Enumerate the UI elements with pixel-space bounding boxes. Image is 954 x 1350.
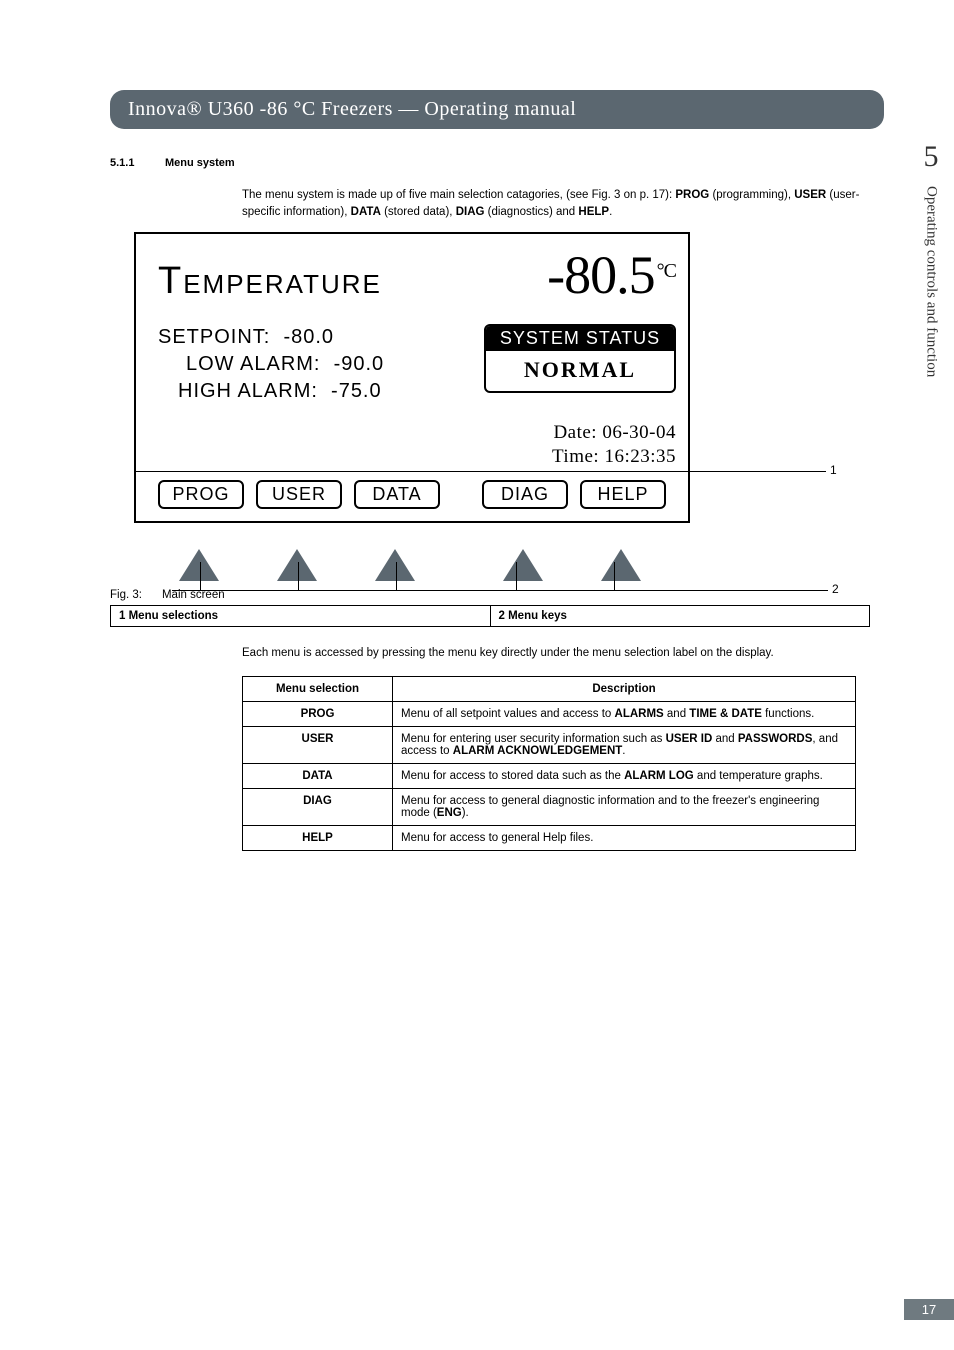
table-cell-menu: HELP: [243, 825, 393, 850]
table-cell-desc: Menu for access to stored data such as t…: [393, 763, 856, 788]
table-cell-menu: DIAG: [243, 788, 393, 825]
legend-table: 1 Menu selections 2 Menu keys: [110, 605, 870, 627]
table-row: DATAMenu for access to stored data such …: [243, 763, 856, 788]
table-row: DIAGMenu for access to general diagnosti…: [243, 788, 856, 825]
low-alarm-line: LOW ALARM: -90.0: [158, 351, 384, 378]
legend-cell-2: 2 Menu keys: [490, 605, 870, 626]
section-number: 5.1.1: [110, 157, 165, 169]
status-head: SYSTEM STATUS: [486, 326, 674, 351]
menu-key-data[interactable]: [352, 547, 438, 583]
status-box: SYSTEM STATUS NORMAL: [484, 324, 676, 393]
table-row: HELPMenu for access to general Help file…: [243, 825, 856, 850]
menu-key-prog[interactable]: [156, 547, 242, 583]
callout-line-1: [690, 471, 826, 472]
table-head-description: Description: [393, 676, 856, 701]
callout-line-2: [172, 590, 828, 591]
table-cell-desc: Menu for access to general diagnostic in…: [393, 788, 856, 825]
table-cell-desc: Menu of all setpoint values and access t…: [393, 701, 856, 726]
callout-1: 1: [830, 463, 837, 477]
device-screen: TEMPERATURE -80.5°C SETPOINT: -80.0 LOW …: [134, 232, 690, 523]
page-number: 17: [904, 1299, 954, 1320]
figure-main-screen: TEMPERATURE -80.5°C SETPOINT: -80.0 LOW …: [110, 232, 884, 583]
menu-key-row: [156, 547, 884, 583]
menu-data-button[interactable]: DATA: [354, 480, 440, 509]
menu-description-table: Menu selection Description PROGMenu of a…: [242, 676, 856, 851]
menu-diag-button[interactable]: DIAG: [482, 480, 568, 509]
date-line: Date: 06-30-04: [158, 421, 676, 445]
temperature-value: -80.5°C: [547, 244, 676, 306]
menu-user-button[interactable]: USER: [256, 480, 342, 509]
menu-help-button[interactable]: HELP: [580, 480, 666, 509]
temperature-label: TEMPERATURE: [158, 260, 382, 303]
table-head-selection: Menu selection: [243, 676, 393, 701]
table-cell-menu: PROG: [243, 701, 393, 726]
menu-prog-button[interactable]: PROG: [158, 480, 244, 509]
intro-paragraph: The menu system is made up of five main …: [242, 187, 884, 220]
menu-selection-row: PROG USER DATA DIAG HELP: [158, 480, 676, 509]
setpoint-block: SETPOINT: -80.0 LOW ALARM: -90.0 HIGH AL…: [158, 324, 384, 405]
date-time-block: Date: 06-30-04 Time: 16:23:35: [158, 421, 676, 469]
menu-key-help[interactable]: [578, 547, 664, 583]
table-cell-menu: USER: [243, 726, 393, 763]
table-cell-desc: Menu for access to general Help files.: [393, 825, 856, 850]
table-row: PROGMenu of all setpoint values and acce…: [243, 701, 856, 726]
legend-cell-1: 1 Menu selections: [111, 605, 491, 626]
menu-key-diag[interactable]: [480, 547, 566, 583]
section-title: Menu system: [165, 157, 235, 169]
screen-divider: [136, 471, 698, 472]
menu-key-user[interactable]: [254, 547, 340, 583]
table-cell-menu: DATA: [243, 763, 393, 788]
high-alarm-line: HIGH ALARM: -75.0: [158, 378, 384, 405]
after-figure-paragraph: Each menu is accessed by pressing the me…: [242, 645, 884, 662]
table-cell-desc: Menu for entering user security informat…: [393, 726, 856, 763]
time-line: Time: 16:23:35: [158, 445, 676, 469]
status-body: NORMAL: [486, 351, 674, 391]
callout-2: 2: [832, 582, 839, 596]
setpoint-line: SETPOINT: -80.0: [158, 324, 384, 351]
table-row: USERMenu for entering user security info…: [243, 726, 856, 763]
page-header: Innova® U360 -86 °C Freezers — Operating…: [110, 90, 884, 129]
